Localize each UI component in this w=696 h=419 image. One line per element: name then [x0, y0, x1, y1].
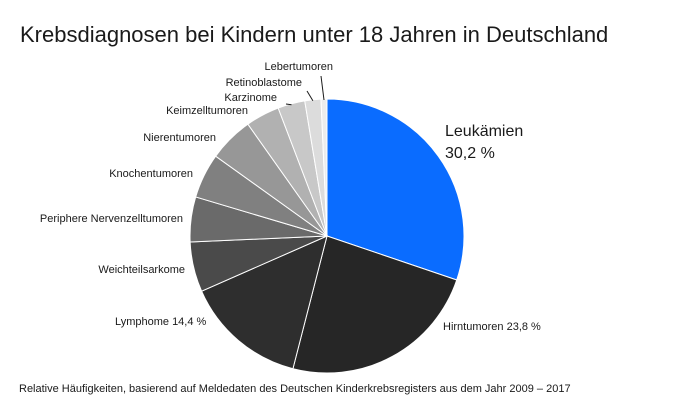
chart-footnote: Relative Häufigkeiten, basierend auf Mel…	[19, 383, 571, 395]
slice-label-hirntumoren: Hirntumoren 23,8 %	[443, 321, 541, 333]
slice-label-periphere-nervenzelltumoren: Periphere Nervenzelltumoren	[40, 213, 183, 225]
slice-label-nierentumoren: Nierentumoren	[143, 132, 216, 144]
slice-label-retinoblastome: Retinoblastome	[226, 77, 302, 89]
pie-slice-lymphome	[200, 235, 328, 370]
slice-label-leukamien: Leukämien	[445, 123, 523, 140]
chart-title: Krebsdiagnosen bei Kindern unter 18 Jahr…	[20, 22, 609, 47]
leader-line-lebertumoren	[320, 75, 325, 101]
slice-label-weichteilsarkome: Weichteilsarkome	[98, 264, 185, 276]
pie-slice-leukamien	[326, 98, 465, 281]
slice-label-knochentumoren: Knochentumoren	[109, 168, 193, 180]
slice-label-lebertumoren: Lebertumoren	[265, 61, 334, 73]
slice-label-karzinome: Karzinome	[224, 92, 277, 104]
slice-value-leukamien: 30,2 %	[445, 145, 495, 162]
slice-label-lymphome: Lymphome 14,4 %	[115, 316, 207, 328]
leader-line-karzinome	[285, 103, 292, 106]
pie-slice-hirntumoren	[292, 235, 458, 374]
slice-label-keimzelltumoren: Keimzelltumoren	[166, 105, 248, 117]
leader-line-retinoblastome	[306, 90, 314, 101]
